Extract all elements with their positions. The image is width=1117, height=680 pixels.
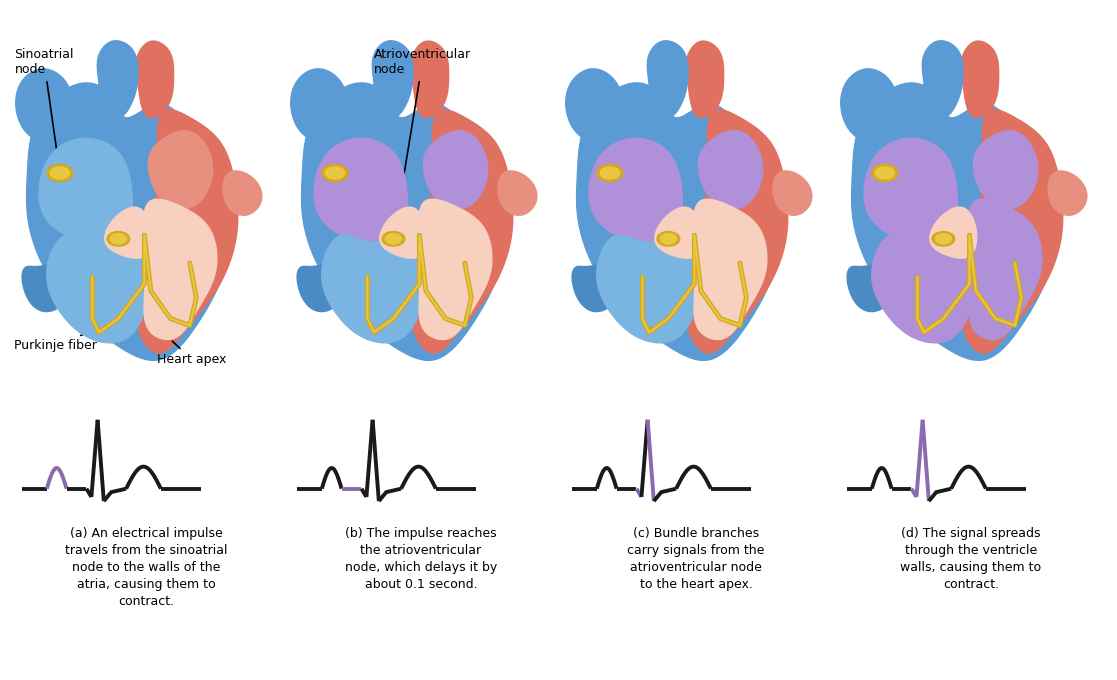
Ellipse shape xyxy=(876,167,895,179)
Polygon shape xyxy=(136,41,173,118)
Ellipse shape xyxy=(50,167,69,179)
Polygon shape xyxy=(865,138,957,243)
Polygon shape xyxy=(698,131,763,209)
Polygon shape xyxy=(47,235,146,343)
Text: (b) The impulse reaches
the atrioventricular
node, which delays it by
about 0.1 : (b) The impulse reaches the atrioventric… xyxy=(345,527,497,591)
Polygon shape xyxy=(149,131,212,209)
Polygon shape xyxy=(596,235,697,343)
Polygon shape xyxy=(572,265,619,311)
Polygon shape xyxy=(589,138,682,243)
Polygon shape xyxy=(841,69,898,141)
Polygon shape xyxy=(16,69,74,141)
Polygon shape xyxy=(963,109,1062,353)
Polygon shape xyxy=(302,83,510,360)
Polygon shape xyxy=(1048,171,1087,216)
Text: Atrioventricular
node: Atrioventricular node xyxy=(374,48,471,236)
Polygon shape xyxy=(923,41,963,118)
Text: Purkinje fiber: Purkinje fiber xyxy=(15,313,135,352)
Ellipse shape xyxy=(382,232,404,246)
Polygon shape xyxy=(137,109,238,353)
Polygon shape xyxy=(290,69,349,141)
Ellipse shape xyxy=(600,167,620,179)
Ellipse shape xyxy=(660,234,677,244)
Polygon shape xyxy=(411,41,449,118)
Polygon shape xyxy=(412,109,513,353)
Polygon shape xyxy=(423,131,488,209)
Polygon shape xyxy=(380,207,427,258)
Ellipse shape xyxy=(47,165,73,182)
Polygon shape xyxy=(973,131,1038,209)
Ellipse shape xyxy=(385,234,401,244)
Polygon shape xyxy=(314,138,408,243)
Ellipse shape xyxy=(322,165,347,182)
Ellipse shape xyxy=(111,234,126,244)
Text: (a) An electrical impulse
travels from the sinoatrial
node to the walls of the
a: (a) An electrical impulse travels from t… xyxy=(65,527,227,608)
Polygon shape xyxy=(851,83,1060,360)
Polygon shape xyxy=(97,41,139,118)
Polygon shape xyxy=(929,207,976,258)
Polygon shape xyxy=(648,41,688,118)
Ellipse shape xyxy=(107,232,130,246)
Polygon shape xyxy=(297,265,343,311)
Text: (d) The signal spreads
through the ventricle
walls, causing them to
contract.: (d) The signal spreads through the ventr… xyxy=(900,527,1041,591)
Polygon shape xyxy=(968,199,1042,339)
Ellipse shape xyxy=(325,167,345,179)
Polygon shape xyxy=(22,265,68,311)
Polygon shape xyxy=(143,199,217,339)
Polygon shape xyxy=(688,109,787,353)
Polygon shape xyxy=(322,235,422,343)
Polygon shape xyxy=(686,41,724,118)
Polygon shape xyxy=(566,69,623,141)
Polygon shape xyxy=(576,83,785,360)
Polygon shape xyxy=(372,41,413,118)
Polygon shape xyxy=(498,171,537,216)
Polygon shape xyxy=(871,235,972,343)
Ellipse shape xyxy=(596,165,623,182)
Ellipse shape xyxy=(932,232,955,246)
Polygon shape xyxy=(961,41,999,118)
Polygon shape xyxy=(655,207,701,258)
Ellipse shape xyxy=(872,165,898,182)
Text: (c) Bundle branches
carry signals from the
atrioventricular node
to the heart ap: (c) Bundle branches carry signals from t… xyxy=(628,527,765,591)
Polygon shape xyxy=(773,171,812,216)
Ellipse shape xyxy=(657,232,680,246)
Polygon shape xyxy=(27,83,236,360)
Text: Heart apex: Heart apex xyxy=(157,341,227,366)
Polygon shape xyxy=(105,207,152,258)
Text: Sinoatrial
node: Sinoatrial node xyxy=(15,48,74,170)
Ellipse shape xyxy=(935,234,952,244)
Polygon shape xyxy=(418,199,491,339)
Polygon shape xyxy=(847,265,894,311)
Polygon shape xyxy=(694,199,767,339)
Polygon shape xyxy=(39,138,132,243)
Polygon shape xyxy=(223,171,261,216)
